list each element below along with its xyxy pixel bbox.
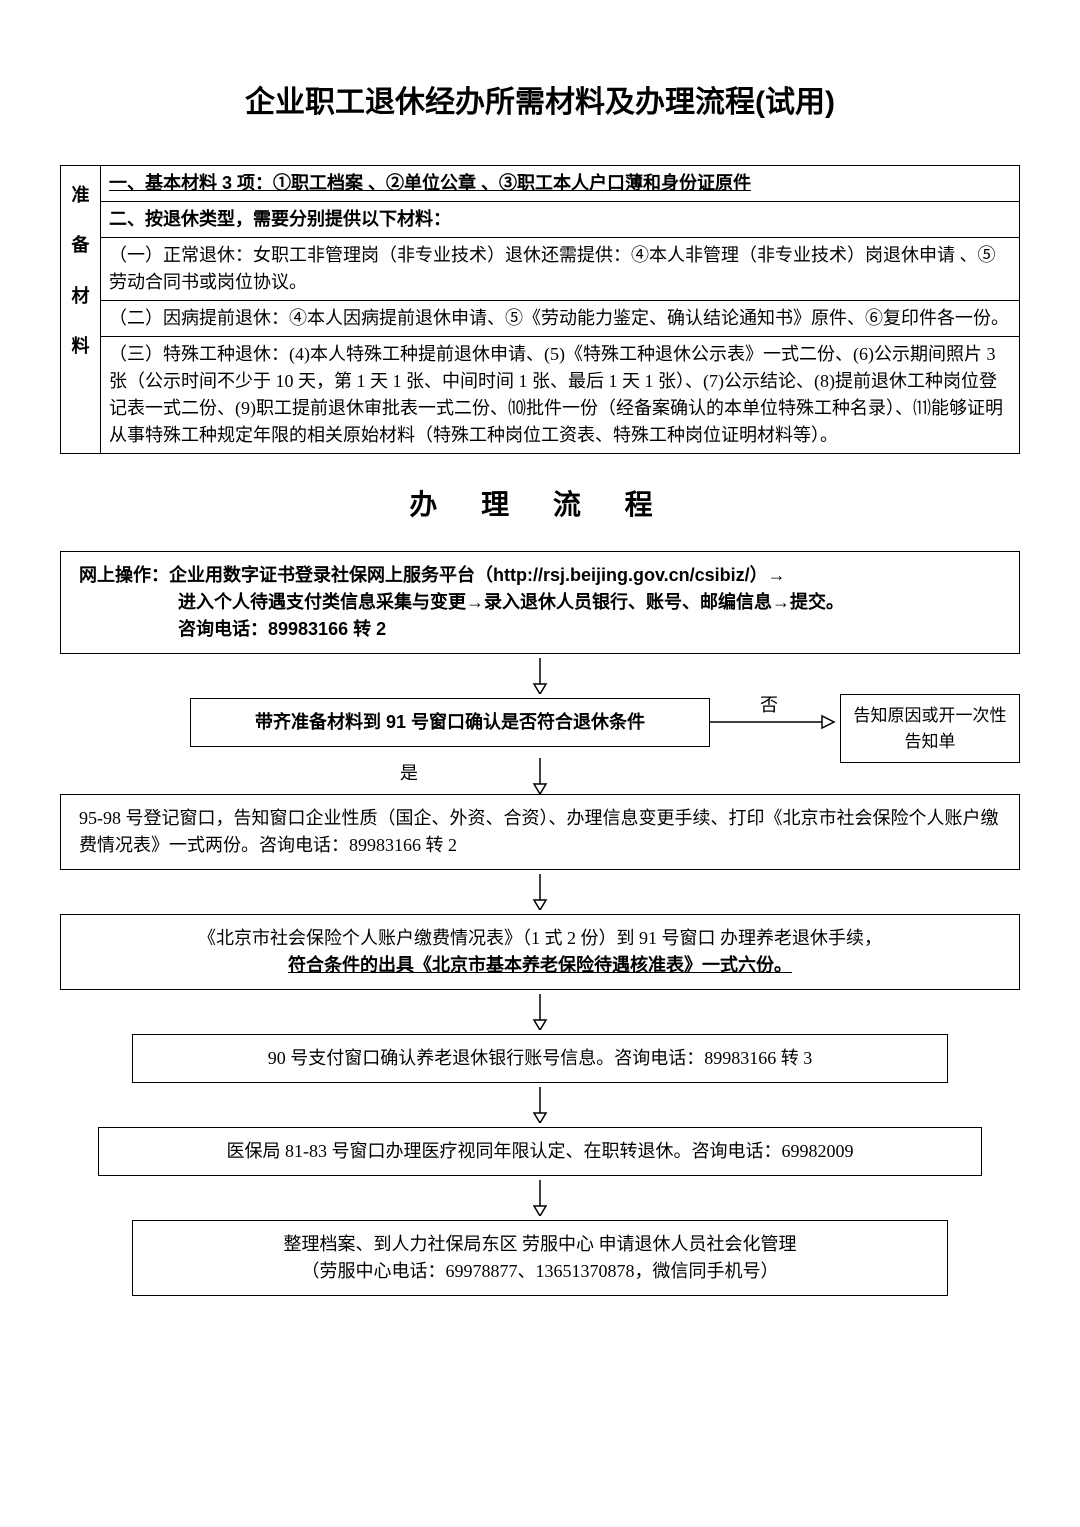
branch-no-label: 否: [760, 692, 778, 719]
materials-row-5: （三）特殊工种退休：(4)本人特殊工种提前退休申请、(5)《特殊工种退休公示表》…: [101, 337, 1020, 454]
materials-row2-text: 二、按退休类型，需要分别提供以下材料：: [109, 209, 451, 229]
arrow-down-icon: [60, 1083, 1020, 1127]
flow-step-payment: 90 号支付窗口确认养老退休银行账号信息。咨询电话：89983166 转 3: [132, 1034, 948, 1083]
arrow-down-icon: [60, 654, 1020, 698]
flow-branch-row: 带齐准备材料到 91 号窗口确认是否符合退休条件 否 告知原因或开一次性告知单: [60, 698, 1020, 754]
branch-yes-label: 是: [400, 760, 418, 787]
materials-row-2: 二、按退休类型，需要分别提供以下材料：: [101, 202, 1020, 238]
materials-row-1: 一、基本材料 3 项：①职工档案 、②单位公章 、③职工本人户口薄和身份证原件: [101, 166, 1020, 202]
s4b-text: 符合条件的出具《北京市基本养老保险待遇核准表》一式六份。: [288, 955, 792, 975]
materials-row-1-text: 一、基本材料 3 项：①职工档案 、②单位公章 、③职工本人户口薄和身份证原件: [109, 173, 751, 193]
s1-prefix: 网上操作：: [79, 565, 169, 585]
s4a-text: 《北京市社会保险个人账户缴费情况表》（1 式 2 份）到 91 号窗口 办理养老…: [198, 928, 882, 948]
flow-step-medical: 医保局 81-83 号窗口办理医疗视同年限认定、在职转退休。咨询电话：69982…: [98, 1127, 981, 1176]
flow-step-register: 95-98 号登记窗口，告知窗口企业性质（国企、外资、合资）、办理信息变更手续、…: [60, 794, 1020, 870]
s7b-text: （劳服中心电话：69978877、13651370878，微信同手机号）: [302, 1261, 779, 1281]
arrow-down-icon: [60, 990, 1020, 1034]
flow-step-pension: 《北京市社会保险个人账户缴费情况表》（1 式 2 份）到 91 号窗口 办理养老…: [60, 914, 1020, 990]
materials-row-4: （二）因病提前退休：④本人因病提前退休申请、⑤《劳动能力鉴定、确认结论通知书》原…: [101, 301, 1020, 337]
s7a-text: 整理档案、到人力社保局东区 劳服中心 申请退休人员社会化管理: [284, 1234, 797, 1254]
s1-body1: 企业用数字证书登录社保网上服务平台（http://rsj.beijing.gov…: [169, 565, 786, 585]
materials-table: 准 备 材 料 一、基本材料 3 项：①职工档案 、②单位公章 、③职工本人户口…: [60, 165, 1020, 454]
flow-step-online: 网上操作：企业用数字证书登录社保网上服务平台（http://rsj.beijin…: [60, 551, 1020, 654]
s1-phone: 咨询电话：89983166 转 2: [178, 616, 386, 643]
materials-row-3: （一）正常退休：女职工非管理岗（非专业技术）退休还需提供：④本人非管理（非专业技…: [101, 238, 1020, 301]
flow-step-reject: 告知原因或开一次性告知单: [840, 694, 1020, 763]
flow-step-confirm: 带齐准备材料到 91 号窗口确认是否符合退休条件: [190, 698, 710, 747]
materials-side-label: 准 备 材 料: [61, 166, 101, 454]
s1-body2: 进入个人待遇支付类信息采集与变更→录入退休人员银行、账号、邮编信息→提交。: [178, 589, 844, 616]
arrow-down-icon: [60, 1176, 1020, 1220]
s2-text: 带齐准备材料到 91 号窗口确认是否符合退休条件: [255, 712, 645, 732]
flow-step-final: 整理档案、到人力社保局东区 劳服中心 申请退休人员社会化管理 （劳服中心电话：6…: [132, 1220, 948, 1296]
page-title: 企业职工退休经办所需材料及办理流程(试用): [60, 80, 1020, 125]
flow-heading: 办 理 流 程: [60, 484, 1020, 526]
arrow-down-icon: [60, 870, 1020, 914]
arrow-down-icon: [60, 754, 1020, 798]
